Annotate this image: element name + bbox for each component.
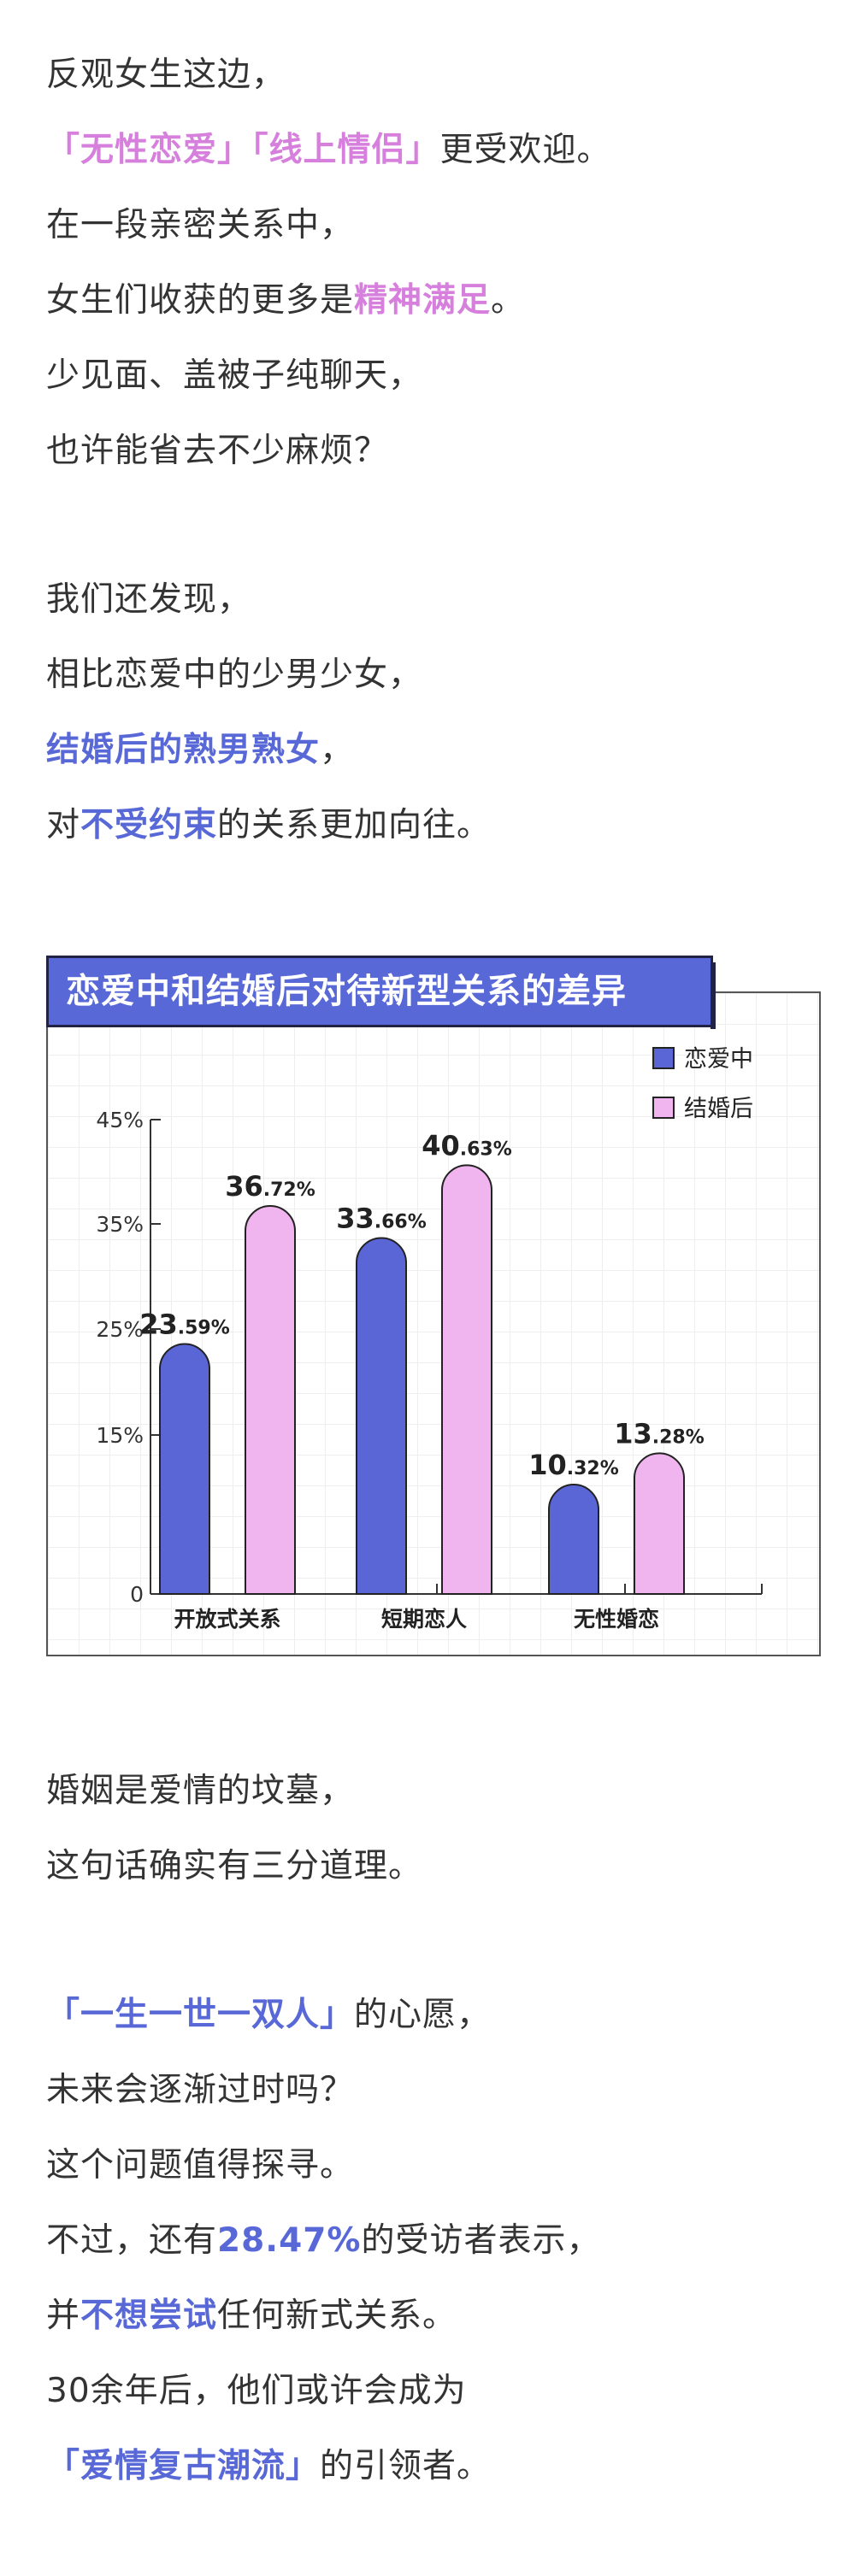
data-label: 33.66% [336,1202,427,1234]
highlight-text: 28.47% [217,2221,362,2260]
intro-line-6: 也许能省去不少麻烦？ [46,432,389,470]
bar-dating [548,1484,599,1595]
y-tick-label: 45% [96,1108,144,1132]
data-label: 40.63% [422,1129,512,1162]
finding-line-4: 对不受约束的关系更加向往。 [46,806,492,844]
category-label: 短期恋人 [381,1607,467,1632]
outro-line-1: 婚姻是爱情的坟墓， [46,1772,355,1810]
outro-line-9: 「爱情复古潮流」的引领者。 [46,2447,492,2485]
bar-married [634,1452,685,1595]
highlight-text: 不想尝试 [80,2297,218,2335]
y-tick-label: 35% [96,1212,144,1237]
data-label: 10.32% [528,1449,619,1481]
highlight-text: 「爱情复古潮流」 [46,2447,321,2485]
legend-swatch [652,1097,675,1119]
bar-dating [159,1343,210,1595]
y-tick-label: 25% [96,1317,144,1342]
highlight-text: 「无性恋爱」「线上情侣」 [46,131,440,169]
bar-married [441,1164,492,1595]
data-label: 36.72% [225,1170,315,1203]
chart-title: 恋爱中和结婚后对待新型关系的差异 [46,956,716,1029]
outro-line-5: 这个问题值得探寻。 [46,2146,355,2185]
bar-married [245,1205,296,1595]
intro-line-2: 「无性恋爱」「线上情侣」更受欢迎。 [46,131,611,169]
legend-label: 恋爱中 [684,1046,753,1073]
highlight-text: 精神满足 [354,281,492,320]
category-label: 开放式关系 [174,1607,280,1632]
y-tick-label: 15% [96,1423,144,1448]
outro-paragraph: 婚姻是爱情的坟墓， 这句话确实有三分道理。 [46,1754,821,1904]
legend-label: 结婚后 [684,1096,753,1122]
outro-paragraph-2: 「一生一世一双人」的心愿， 未来会逐渐过时吗？ 这个问题值得探寻。 不过，还有2… [46,1978,821,2504]
highlight-text: 不受约束 [80,806,218,844]
finding-paragraph: 我们还发现， 相比恋爱中的少男少女， 结婚后的熟男熟女， 对不受约束的关系更加向… [46,562,821,863]
outro-line-8: 30余年后，他们或许会成为 [46,2372,467,2410]
outro-line-2: 这句话确实有三分道理。 [46,1847,423,1885]
finding-line-2: 相比恋爱中的少男少女， [46,656,423,694]
highlight-text: 结婚后的熟男熟女 [46,731,321,769]
legend-swatch [652,1047,675,1069]
chart-panel: 0 15% 25% 35% 45% 23.59% 36.72% 开放式关系 33.66% 40.6… [46,991,821,1656]
outro-line-3: 「一生一世一双人」的心愿， [46,1996,492,2034]
intro-line-1: 反观女生这边， [46,56,286,94]
intro-line-3: 在一段亲密关系中， [46,206,355,244]
bar-chart: 0 15% 25% 35% 45% 23.59% 36.72% 开放式关系 33.66% 40.6… [96,1046,763,1632]
intro-line-5: 少见面、盖被子纯聊天， [46,356,423,395]
bar-dating [356,1237,407,1595]
data-label: 23.59% [139,1308,230,1340]
data-label: 13.28% [614,1417,705,1450]
outro-line-4: 未来会逐渐过时吗？ [46,2071,355,2109]
category-label: 无性婚恋 [574,1607,659,1632]
y-tick-label: 0 [130,1582,144,1607]
intro-paragraph: 反观女生这边， 「无性恋爱」「线上情侣」更受欢迎。 在一段亲密关系中， 女生们收… [46,38,821,489]
intro-line-4: 女生们收获的更多是精神满足。 [46,281,526,320]
outro-line-7: 并不想尝试任何新式关系。 [46,2297,457,2335]
highlight-text: 「一生一世一双人」 [46,1996,355,2034]
finding-line-3: 结婚后的熟男熟女， [46,731,355,769]
finding-line-1: 我们还发现， [46,580,252,619]
outro-line-6: 不过，还有28.47%的受访者表示， [46,2221,601,2260]
